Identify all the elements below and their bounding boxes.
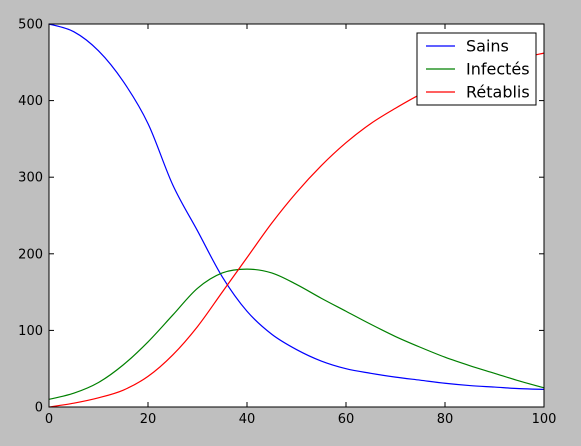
y-tick-label: 300: [18, 171, 43, 186]
y-tick-label: 200: [18, 247, 43, 262]
y-tick-label: 0: [35, 401, 43, 416]
legend: Sains Infectés Rétablis: [416, 32, 537, 106]
legend-label: Infectés: [466, 60, 530, 79]
x-tick-label: 40: [239, 412, 256, 427]
y-tick-label: 400: [18, 94, 43, 109]
x-tick-label: 100: [532, 412, 557, 427]
series-line-2: [48, 268, 545, 400]
legend-label: Rétablis: [466, 83, 530, 102]
series-line-1: [48, 23, 545, 390]
y-tick-label: 500: [18, 18, 43, 33]
plot-frame: [48, 23, 545, 408]
axis-ticks: 0 20 40 60 80 100 0 100 200 300 400 500: [18, 18, 556, 428]
legend-label: Sains: [466, 37, 509, 56]
x-tick-label: 0: [45, 412, 53, 427]
y-tick-label: 100: [18, 324, 43, 339]
x-tick-label: 60: [338, 412, 355, 427]
x-tick-label: 80: [437, 412, 454, 427]
x-tick-label: 20: [140, 412, 157, 427]
